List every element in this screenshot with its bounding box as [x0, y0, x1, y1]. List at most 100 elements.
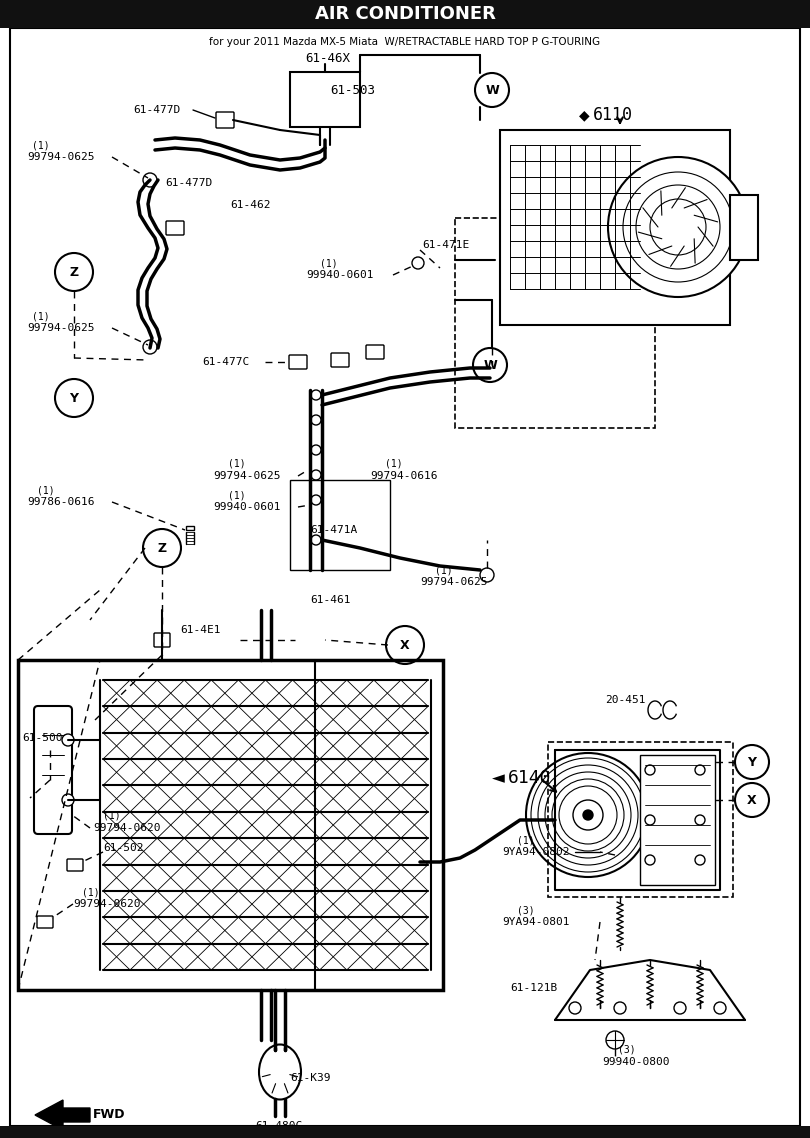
Bar — [640, 754, 715, 885]
Text: (3): (3) — [618, 1045, 636, 1055]
Text: Y: Y — [70, 391, 79, 404]
Bar — [290, 480, 390, 570]
Circle shape — [311, 535, 321, 545]
Text: 20-451: 20-451 — [605, 695, 646, 706]
Text: AIR CONDITIONER: AIR CONDITIONER — [314, 5, 496, 23]
Bar — [0, 1125, 810, 1138]
Text: 6140: 6140 — [508, 769, 552, 787]
Text: Y: Y — [748, 756, 757, 768]
Circle shape — [311, 445, 321, 455]
Text: 99940-0601: 99940-0601 — [306, 270, 373, 280]
Bar — [548, 742, 733, 897]
Circle shape — [583, 810, 593, 820]
Text: 99940-0800: 99940-0800 — [602, 1057, 670, 1067]
Text: 99794-0625: 99794-0625 — [27, 152, 95, 162]
Text: ◆: ◆ — [579, 108, 590, 122]
Polygon shape — [35, 1100, 90, 1130]
Text: 99794-0616: 99794-0616 — [370, 471, 437, 481]
Text: 61-461: 61-461 — [310, 595, 351, 605]
Text: 99794-0625: 99794-0625 — [420, 577, 488, 587]
FancyBboxPatch shape — [37, 916, 53, 927]
Circle shape — [480, 568, 494, 582]
Text: for your 2011 Mazda MX-5 Miata  W/RETRACTABLE HARD TOP P G-TOURING: for your 2011 Mazda MX-5 Miata W/RETRACT… — [210, 38, 600, 47]
Text: 61-121B: 61-121B — [510, 983, 557, 993]
Circle shape — [143, 173, 157, 187]
Circle shape — [311, 390, 321, 399]
Bar — [18, 660, 443, 990]
Circle shape — [695, 765, 705, 775]
Text: FWD: FWD — [93, 1108, 126, 1122]
Text: (1): (1) — [37, 485, 54, 495]
Text: W: W — [483, 358, 497, 371]
Text: (1): (1) — [517, 835, 535, 846]
Text: (1): (1) — [82, 887, 100, 897]
Circle shape — [645, 815, 655, 825]
FancyBboxPatch shape — [154, 633, 170, 648]
Text: 61-480C: 61-480C — [255, 1121, 302, 1131]
Text: 61-477C: 61-477C — [202, 357, 249, 366]
Text: 99786-0616: 99786-0616 — [27, 497, 95, 508]
Text: X: X — [747, 793, 757, 807]
FancyBboxPatch shape — [166, 221, 184, 236]
Text: (1): (1) — [32, 140, 49, 150]
Text: 61-4E1: 61-4E1 — [180, 625, 220, 635]
Circle shape — [412, 257, 424, 269]
Text: 61-462: 61-462 — [230, 200, 271, 211]
Circle shape — [645, 855, 655, 865]
FancyBboxPatch shape — [216, 112, 234, 127]
FancyBboxPatch shape — [331, 353, 349, 366]
Text: (1): (1) — [385, 457, 403, 468]
Text: 61-477D: 61-477D — [165, 178, 212, 188]
Circle shape — [606, 1031, 624, 1049]
Circle shape — [608, 157, 748, 297]
Bar — [290, 72, 360, 127]
Circle shape — [311, 495, 321, 505]
Text: 61-477D: 61-477D — [133, 105, 181, 115]
Bar — [455, 218, 655, 428]
Circle shape — [311, 470, 321, 480]
Text: ◄: ◄ — [492, 769, 505, 787]
Text: (1): (1) — [103, 810, 121, 820]
Text: 99940-0601: 99940-0601 — [213, 502, 280, 512]
Text: 99794-0625: 99794-0625 — [27, 323, 95, 333]
FancyBboxPatch shape — [289, 355, 307, 369]
Bar — [186, 526, 194, 530]
Text: 99794-0625: 99794-0625 — [213, 471, 280, 481]
Text: 61-K39: 61-K39 — [290, 1073, 330, 1083]
Circle shape — [62, 734, 74, 747]
Text: 61-503: 61-503 — [330, 83, 375, 97]
Bar — [730, 195, 758, 259]
Text: X: X — [400, 638, 410, 651]
Text: 9YA94-0801: 9YA94-0801 — [502, 917, 569, 927]
Text: (3): (3) — [517, 905, 535, 915]
Text: Z: Z — [70, 265, 79, 279]
Text: (1): (1) — [228, 457, 245, 468]
Text: 61-46X: 61-46X — [305, 51, 350, 65]
Text: 9YA94-0802: 9YA94-0802 — [502, 847, 569, 857]
FancyBboxPatch shape — [366, 345, 384, 358]
Text: (1): (1) — [320, 258, 338, 269]
Circle shape — [695, 855, 705, 865]
Text: (1): (1) — [32, 311, 49, 321]
Text: W: W — [485, 83, 499, 97]
Text: (1): (1) — [435, 564, 453, 575]
Ellipse shape — [259, 1045, 301, 1099]
Circle shape — [695, 815, 705, 825]
Circle shape — [143, 340, 157, 354]
FancyBboxPatch shape — [34, 706, 72, 834]
Text: 61-471A: 61-471A — [310, 525, 357, 535]
Circle shape — [526, 753, 650, 877]
Text: 99794-0620: 99794-0620 — [93, 823, 160, 833]
Circle shape — [573, 800, 603, 830]
Circle shape — [311, 415, 321, 424]
Text: 61-471E: 61-471E — [422, 240, 469, 250]
Circle shape — [645, 765, 655, 775]
Text: 6110: 6110 — [593, 106, 633, 124]
Bar — [0, 0, 810, 28]
Circle shape — [62, 794, 74, 806]
Text: Z: Z — [157, 542, 167, 554]
Text: (1): (1) — [228, 490, 245, 500]
Bar — [500, 130, 730, 325]
FancyBboxPatch shape — [67, 859, 83, 871]
Text: 99794-0620: 99794-0620 — [73, 899, 140, 909]
